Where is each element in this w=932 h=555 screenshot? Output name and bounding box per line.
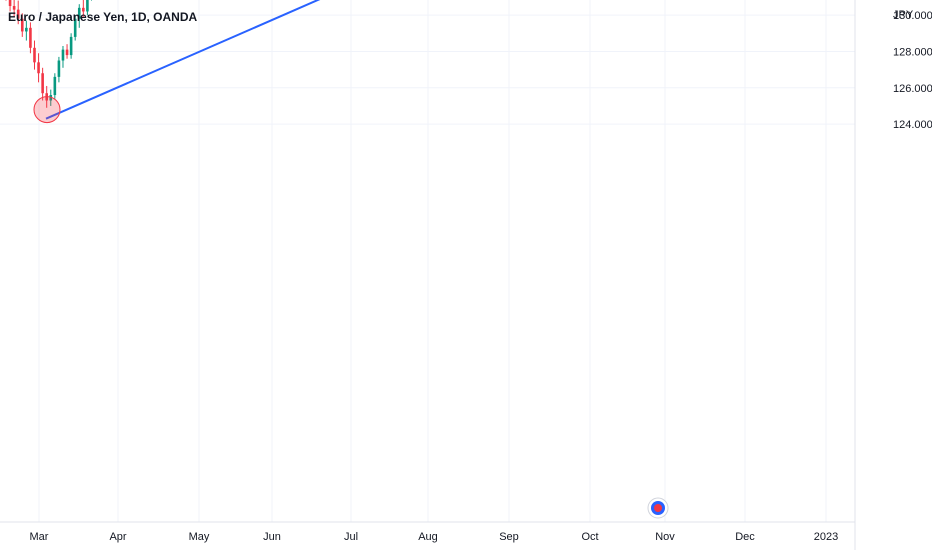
x-tick-label: Jun (263, 531, 281, 543)
x-tick-label: 2023 (814, 531, 838, 543)
symbol-title: Euro / Japanese Yen, 1D, OANDA (8, 10, 198, 24)
candle (29, 22, 32, 54)
candle-body (25, 27, 28, 32)
candle (25, 20, 28, 41)
y-tick-label: 126.000 (893, 83, 932, 95)
y-tick-label: 124.000 (893, 119, 932, 131)
currency-label: JPY (893, 9, 914, 21)
candle-body (61, 49, 65, 61)
candle (8, 0, 12, 12)
candle (16, 0, 20, 25)
x-tick-label: Sep (499, 531, 519, 543)
candle (49, 89, 53, 106)
pivot-circle[interactable] (33, 96, 61, 124)
trendline[interactable] (45, 0, 716, 120)
candle-body (33, 47, 36, 63)
overlay-layer (45, 0, 716, 120)
candle (37, 53, 40, 83)
candle-body (49, 95, 53, 101)
candle (61, 45, 65, 68)
candle (77, 4, 81, 28)
candle-body (73, 18, 77, 37)
candle-body (57, 60, 61, 77)
candle-body (12, 6, 16, 10)
candle (33, 40, 36, 70)
candle (41, 67, 44, 101)
candle-body (77, 7, 81, 19)
x-tick-label: Aug (418, 531, 438, 543)
candle-body (29, 27, 32, 48)
candle-body (20, 18, 24, 32)
x-tick-label: Dec (735, 531, 755, 543)
candle (69, 33, 73, 59)
x-tick-label: Mar (30, 531, 49, 543)
x-tick-label: May (189, 531, 210, 543)
candle-body (41, 73, 44, 94)
candle-body (69, 36, 73, 56)
candle (86, 0, 89, 16)
candle (57, 56, 61, 83)
candle-body (53, 76, 57, 96)
y-tick-label: 128.000 (893, 46, 932, 58)
x-tick-label: Oct (581, 531, 598, 543)
y-axis: 124.000126.000128.000130.000132.000134.0… (893, 10, 932, 131)
candle-body (65, 49, 69, 56)
tradingview-logo-icon[interactable] (647, 497, 669, 519)
markers-layer: TP1TP2 (33, 96, 61, 124)
x-axis: Mar Apr May Jun Jul Aug Sep Oct Nov Dec 2023 (0, 0, 856, 550)
candle-body (82, 7, 85, 12)
y-tick-label: 130.000 (893, 10, 932, 22)
candle-body (86, 0, 89, 12)
candle-body (37, 62, 40, 74)
candle (73, 15, 77, 41)
x-tick-label: Jul (344, 531, 358, 543)
candle-body (16, 9, 20, 19)
candle (65, 44, 69, 59)
x-tick-label: Apr (109, 531, 126, 543)
candle-body (8, 0, 12, 7)
candle (12, 0, 16, 17)
x-tick-label: Nov (655, 531, 675, 543)
candle (20, 13, 24, 37)
candle (82, 0, 85, 17)
candle (53, 73, 57, 99)
candles-layer (5, 0, 92, 108)
